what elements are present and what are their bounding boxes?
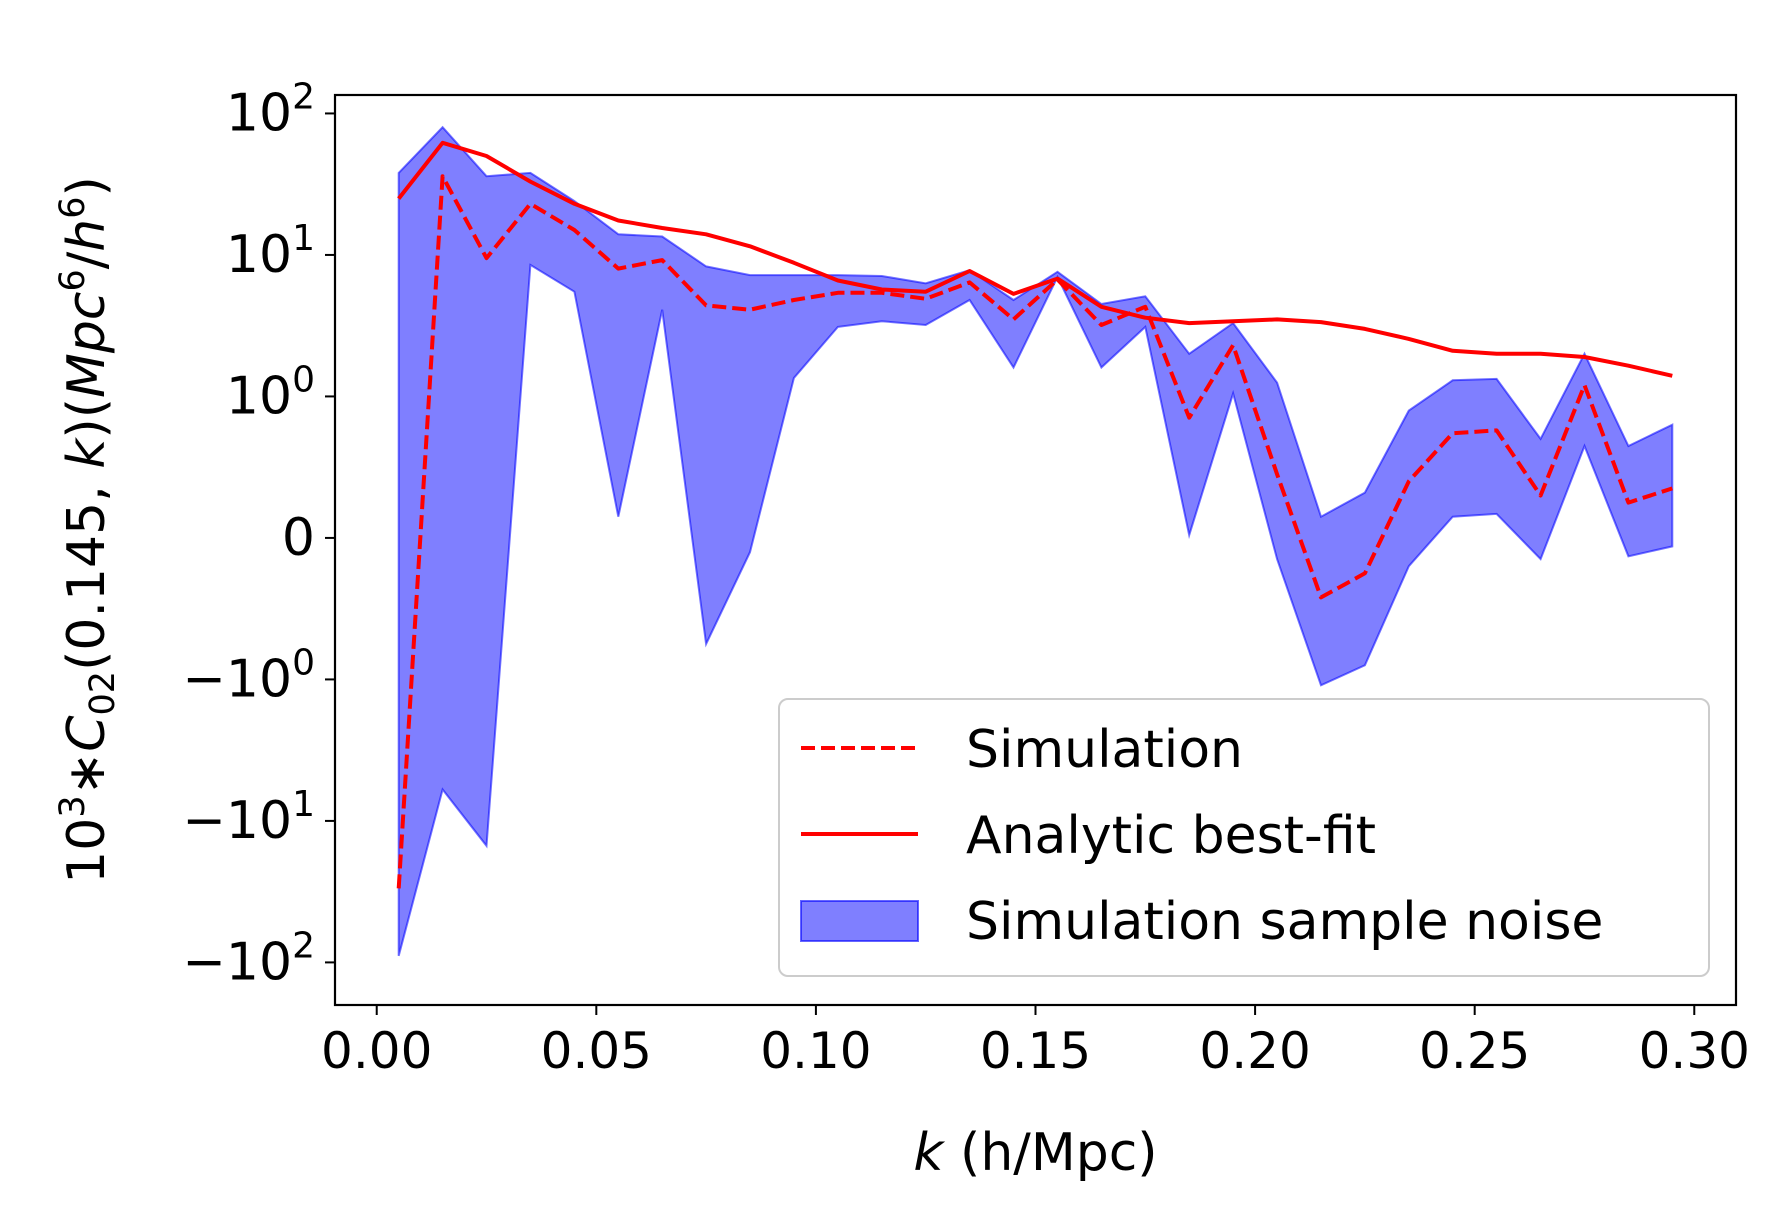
series-analytic-line <box>397 140 1673 378</box>
x-axis-label-unit: (h/Mpc) <box>944 1123 1158 1183</box>
y-tick-label-6: −102 <box>182 925 315 992</box>
x-tick-label-3: 0.15 <box>980 1022 1091 1080</box>
legend-label-simulation: Simulation <box>966 720 1243 780</box>
y-label-h-exp: 6 <box>53 196 93 218</box>
y-label-C: C <box>57 715 117 752</box>
y-label-args: (0.145, <box>57 469 117 671</box>
x-tick-label-6: 0.30 <box>1639 1022 1750 1080</box>
y-label-mpc-exp: 6 <box>53 269 93 291</box>
legend-frame <box>778 698 1710 977</box>
y-label-end: ) <box>57 176 117 196</box>
y-label-h: h <box>57 219 117 252</box>
y-tick-label-2: 100 <box>226 359 315 426</box>
y-label-close: )( <box>57 398 117 439</box>
y-tick-label-3: 0 <box>282 508 315 568</box>
y-tick-label-1: 101 <box>226 218 315 285</box>
noise-band <box>397 125 1674 957</box>
x-axis-label: k (h/Mpc) <box>913 1123 1157 1183</box>
legend: Simulation Analytic best-fit Simulation … <box>778 698 1710 977</box>
legend-swatch-noise <box>800 900 919 942</box>
y-label-prefix: 10 <box>57 818 117 884</box>
x-tick-label-1: 0.05 <box>541 1022 652 1080</box>
legend-label-noise: Simulation sample noise <box>966 892 1603 952</box>
legend-label-analytic: Analytic best-fit <box>966 806 1376 866</box>
y-label-C-sub: 02 <box>83 671 123 716</box>
x-axis-label-var: k <box>913 1123 945 1183</box>
x-tick-label-2: 0.10 <box>760 1022 871 1080</box>
y-axis-label: 103∗C02(0.145, k)(Mpc6/h6) <box>53 176 123 884</box>
x-tick-label-0: 0.00 <box>321 1022 432 1080</box>
svg-text:103∗C02(0.145, k)(Mpc6/h6): 103∗C02(0.145, k)(Mpc6/h6) <box>53 176 123 884</box>
x-tick-label-5: 0.25 <box>1419 1022 1530 1080</box>
y-label-slash: / <box>57 251 117 269</box>
x-tick-label-4: 0.20 <box>1199 1022 1310 1080</box>
y-label-k: k <box>57 437 117 469</box>
y-tick-label-5: −101 <box>182 784 315 851</box>
y-tick-label-4: −100 <box>182 642 315 709</box>
y-tick-label-0: 102 <box>226 76 315 143</box>
y-label-star: ∗ <box>57 752 117 796</box>
series-simulation-line <box>396 174 1673 889</box>
y-label-prefix-exp: 3 <box>53 795 93 817</box>
y-label-mpc: Mpc <box>57 292 117 398</box>
